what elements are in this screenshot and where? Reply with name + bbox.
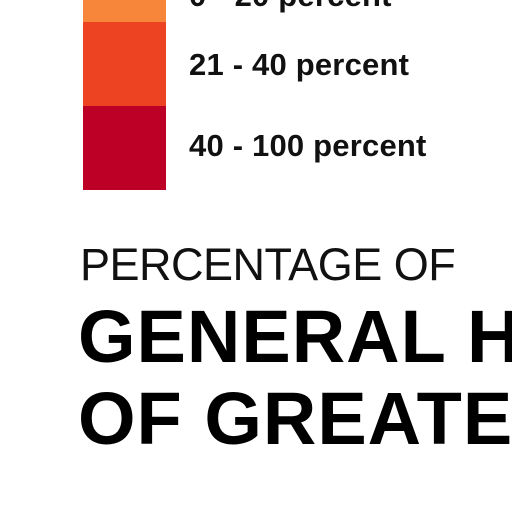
title-line-2: OF GREATER xyxy=(78,377,512,460)
legend-label-40-100: 40 - 100 percent xyxy=(189,128,427,163)
title-line-1: GENERAL HOSPITAL xyxy=(78,295,512,378)
legend-label-0-20: 0 - 20 percent xyxy=(189,0,392,14)
title-kicker: PERCENTAGE OF xyxy=(80,239,456,290)
legend-swatch-0-20 xyxy=(83,0,166,22)
legend-swatch-21-40 xyxy=(83,22,166,106)
legend-label-21-40: 21 - 40 percent xyxy=(189,47,410,82)
legend-swatch-40-100 xyxy=(83,106,166,190)
